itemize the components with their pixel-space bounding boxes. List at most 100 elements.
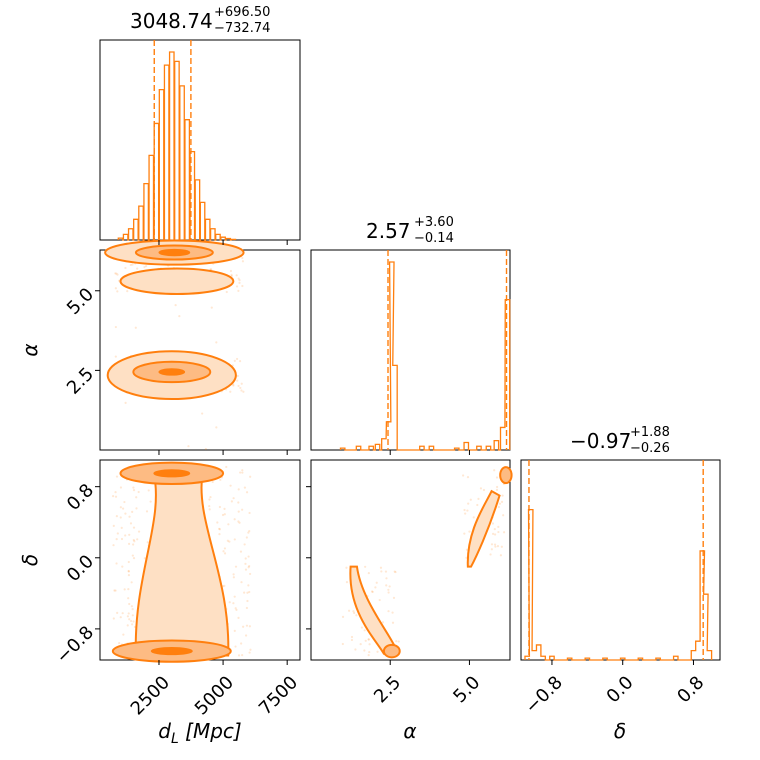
scatter-point bbox=[345, 581, 349, 584]
scatter-point bbox=[360, 626, 364, 629]
histogram-step-delta bbox=[524, 508, 713, 661]
scatter-point bbox=[228, 601, 231, 604]
scatter-point bbox=[376, 650, 379, 653]
scatter-point bbox=[233, 629, 236, 632]
scatter-point bbox=[241, 260, 245, 263]
scatter-point bbox=[237, 616, 240, 619]
scatter-point bbox=[248, 651, 251, 654]
scatter-point bbox=[364, 639, 367, 642]
x-axis-label-dL: dL [Mpc] bbox=[158, 719, 241, 747]
scatter-point bbox=[491, 522, 495, 525]
scatter-point bbox=[218, 505, 221, 509]
scatter-point bbox=[381, 621, 385, 624]
scatter-point bbox=[249, 572, 252, 576]
scatter-point bbox=[237, 520, 240, 523]
scatter-point bbox=[118, 641, 121, 645]
scatter-point bbox=[126, 290, 129, 293]
scatter-point bbox=[204, 447, 207, 451]
scatter-point bbox=[127, 569, 130, 573]
scatter-point bbox=[122, 633, 125, 636]
scatter-point bbox=[380, 570, 383, 573]
scatter-point bbox=[341, 615, 345, 618]
scatter-point bbox=[237, 289, 240, 293]
y-tick-label-delta: −0.8 bbox=[52, 622, 98, 668]
scatter-point bbox=[235, 357, 239, 361]
scatter-point bbox=[368, 650, 371, 654]
x-tick-label-delta: 0.0 bbox=[603, 672, 638, 707]
scatter-point bbox=[241, 471, 244, 474]
scatter-point bbox=[223, 547, 227, 550]
scatter-point bbox=[135, 507, 138, 510]
scatter-point bbox=[127, 542, 131, 545]
scatter-point bbox=[501, 494, 504, 497]
scatter-point bbox=[495, 476, 499, 479]
scatter-point bbox=[370, 590, 374, 593]
scatter-point bbox=[493, 469, 496, 472]
scatter-point bbox=[116, 532, 119, 535]
scatter-point bbox=[374, 586, 377, 589]
scatter-point bbox=[494, 545, 497, 548]
scatter-point bbox=[248, 529, 251, 533]
contour-outer-alpha-delta-high bbox=[466, 489, 501, 568]
scatter-point bbox=[235, 285, 239, 288]
scatter-point bbox=[379, 566, 383, 569]
scatter-point bbox=[210, 306, 213, 309]
scatter-point bbox=[127, 570, 130, 573]
scatter-point bbox=[367, 638, 370, 641]
scatter-point bbox=[467, 502, 470, 505]
scatter-point bbox=[243, 486, 247, 489]
scatter-point bbox=[174, 304, 177, 307]
scatter-point bbox=[233, 359, 236, 362]
scatter-point bbox=[490, 543, 494, 546]
scatter-point bbox=[216, 521, 219, 524]
scatter-point bbox=[115, 475, 119, 478]
y-tick-label-delta: 0.8 bbox=[63, 480, 98, 515]
scatter-point bbox=[235, 608, 238, 612]
scatter-point bbox=[218, 528, 221, 531]
x-axis-label-dL-unit: [Mpc] bbox=[179, 719, 242, 743]
scatter-point bbox=[364, 565, 367, 568]
scatter-point bbox=[355, 614, 358, 617]
scatter-point bbox=[367, 654, 370, 657]
scatter-point bbox=[244, 562, 247, 565]
scatter-point bbox=[497, 505, 500, 509]
scatter-point bbox=[240, 389, 243, 392]
scatter-point bbox=[131, 623, 134, 626]
scatter-point bbox=[210, 268, 213, 271]
scatter-point bbox=[247, 555, 250, 558]
scatter-point bbox=[223, 513, 226, 516]
panel-frame-2-1 bbox=[310, 459, 511, 661]
scatter-point bbox=[234, 565, 238, 568]
scatter-point bbox=[115, 272, 118, 275]
scatter-point bbox=[359, 643, 362, 646]
scatter-point bbox=[240, 382, 243, 385]
scatter-point bbox=[477, 497, 480, 500]
scatter-point bbox=[249, 475, 252, 478]
scatter-point bbox=[134, 326, 137, 329]
scatter-point bbox=[497, 525, 500, 528]
scatter-point bbox=[132, 538, 135, 542]
scatter-point bbox=[236, 379, 239, 382]
scatter-point bbox=[178, 315, 181, 318]
scatter-point bbox=[247, 531, 250, 534]
contour-outer-alpha-delta-low bbox=[349, 565, 400, 655]
scatter-point bbox=[143, 265, 146, 269]
scatter-point bbox=[246, 599, 249, 603]
scatter-point bbox=[500, 500, 504, 503]
scatter-point bbox=[493, 527, 496, 531]
contour-outer-dL-delta bbox=[134, 472, 230, 657]
scatter-point bbox=[502, 514, 505, 517]
scatter-point bbox=[129, 263, 132, 267]
scatter-point bbox=[145, 510, 149, 513]
scatter-point bbox=[127, 588, 130, 591]
scatter-point bbox=[387, 610, 390, 613]
scatter-point bbox=[237, 488, 240, 491]
scatter-point bbox=[230, 500, 233, 503]
scatter-point bbox=[128, 515, 131, 518]
scatter-point bbox=[363, 649, 366, 652]
scatter-point bbox=[146, 541, 149, 544]
scatter-point bbox=[114, 495, 118, 498]
scatter-point bbox=[345, 566, 348, 569]
scatter-point bbox=[130, 605, 133, 608]
scatter-point bbox=[136, 267, 139, 270]
